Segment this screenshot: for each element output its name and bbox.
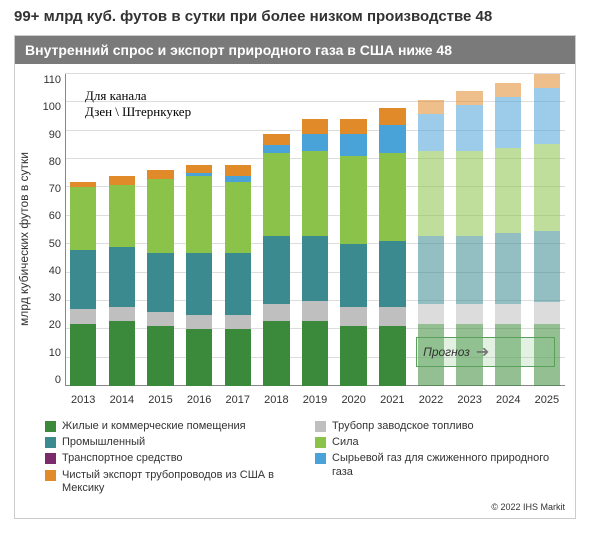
legend-item: Сырьевой газ для сжиженного природного г…: [315, 452, 565, 478]
y-tick: 0: [37, 374, 61, 386]
x-tick: 2025: [534, 390, 560, 414]
y-tick: 60: [37, 210, 61, 222]
arrow-right-icon: ➔: [476, 342, 489, 362]
legend-item: Чистый экспорт трубопроводов из США в Ме…: [45, 469, 295, 495]
legend-item: Промышленный: [45, 436, 295, 449]
legend-item: Сила: [315, 436, 565, 449]
legend-swatch: [315, 437, 326, 448]
x-tick: 2018: [263, 390, 289, 414]
x-tick: 2019: [302, 390, 328, 414]
legend-label: Сила: [332, 436, 359, 449]
x-tick: 2017: [225, 390, 251, 414]
y-tick: 100: [37, 101, 61, 113]
legend: Жилые и коммерческие помещения Промышленн…: [15, 414, 575, 502]
y-tick: 50: [37, 238, 61, 250]
chart-area: млрд кубических футов в сутки 0 10 20 30 40 5…: [15, 64, 575, 414]
legend-label: Чистый экспорт трубопроводов из США в Ме…: [62, 469, 295, 495]
legend-column-left: Жилые и коммерческие помещения Промышленн…: [45, 420, 295, 498]
x-tick: 2020: [340, 390, 366, 414]
chart-container: Внутренний спрос и экспорт природного га…: [14, 35, 576, 519]
watermark-line2: Дзен \ Штернкукер: [85, 104, 191, 119]
y-tick: 110: [37, 74, 61, 86]
watermark-text: Для канала Дзен \ Штернкукер: [85, 88, 191, 119]
plot-overlay: Для канала Дзен \ Штернкукер Прогноз ➔: [65, 74, 565, 386]
x-tick: 2021: [379, 390, 405, 414]
legend-column-right: Трубопр заводское топливо Сила Сырьевой га…: [315, 420, 565, 498]
x-tick: 2022: [418, 390, 444, 414]
legend-label: Транспортное средство: [62, 452, 183, 465]
legend-label: Жилые и коммерческие помещения: [62, 420, 246, 433]
legend-label: Промышленный: [62, 436, 145, 449]
forecast-label: Прогноз: [423, 345, 470, 359]
legend-item: Трубопр заводское топливо: [315, 420, 565, 433]
y-tick: 40: [37, 265, 61, 277]
x-tick: 2015: [147, 390, 173, 414]
y-tick: 90: [37, 129, 61, 141]
y-axis-label: млрд кубических футов в сутки: [15, 152, 37, 326]
x-tick: 2024: [495, 390, 521, 414]
legend-label: Сырьевой газ для сжиженного природного г…: [332, 452, 565, 478]
y-tick: 20: [37, 319, 61, 331]
copyright: © 2022 IHS Markit: [15, 502, 575, 518]
x-tick: 2013: [70, 390, 96, 414]
legend-swatch: [315, 453, 326, 464]
legend-item: Жилые и коммерческие помещения: [45, 420, 295, 433]
legend-swatch: [45, 437, 56, 448]
chart-title: Внутренний спрос и экспорт природного га…: [15, 36, 575, 64]
x-tick: 2023: [456, 390, 482, 414]
legend-label: Трубопр заводское топливо: [332, 420, 474, 433]
plot-area: Для канала Дзен \ Штернкукер Прогноз ➔ 2…: [65, 74, 565, 414]
x-tick: 2014: [109, 390, 135, 414]
y-tick: 10: [37, 347, 61, 359]
y-axis-ticks: 0 10 20 30 40 50 60 70 80 90 100 110: [37, 64, 65, 414]
y-tick: 30: [37, 292, 61, 304]
x-tick: 2016: [186, 390, 212, 414]
x-axis-ticks: 2013 2014 2015 2016 2017 2018 2019 2020 2021 2022…: [65, 390, 565, 414]
y-tick: 70: [37, 183, 61, 195]
forecast-label-box: Прогноз ➔: [416, 337, 555, 367]
legend-swatch: [315, 421, 326, 432]
watermark-line1: Для канала: [85, 88, 147, 103]
y-tick: 80: [37, 156, 61, 168]
legend-swatch: [45, 453, 56, 464]
legend-item: Транспортное средство: [45, 452, 295, 465]
page-title: 99+ млрд куб. футов в сутки при более ни…: [0, 0, 590, 31]
legend-swatch: [45, 421, 56, 432]
legend-swatch: [45, 470, 56, 481]
